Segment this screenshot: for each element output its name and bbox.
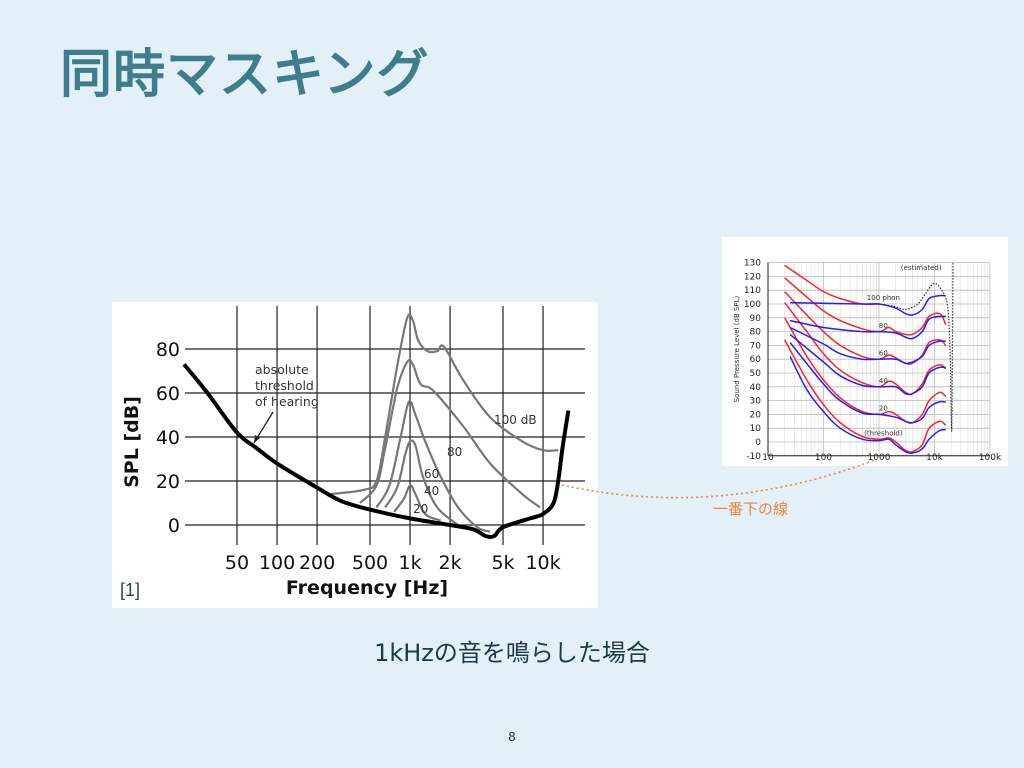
loudness-curve [789, 356, 946, 454]
y-tick-label: 20 [750, 410, 762, 420]
annotation-text: absolute [255, 362, 309, 377]
x-tick-label: 1000 [868, 453, 891, 463]
x-axis-label: Frequency [Hz] [286, 577, 448, 599]
x-tick-label: 100 [259, 552, 295, 574]
loudness-curve [784, 339, 947, 453]
y-tick-label: 80 [156, 339, 180, 361]
masking-curve [359, 359, 541, 509]
y-tick-label: 50 [750, 369, 762, 379]
curve-label: (threshold) [864, 429, 903, 437]
curve-label: 80 [879, 322, 888, 330]
slide-title: 同時マスキング [60, 45, 430, 105]
loudness-curve [784, 277, 947, 336]
estimated-curve [878, 262, 954, 432]
annotation-text: of hearing [255, 394, 319, 409]
y-tick-label: 30 [750, 397, 762, 407]
equal-loudness-chart-figure: 10 100 1000 10k 100k -10 0 10 20 30 40 50 60 70 80 90 10… [722, 237, 1008, 466]
masking-curve [384, 439, 459, 526]
connector-note: 一番下の線 [713, 500, 789, 518]
loudness-curve [789, 342, 946, 424]
x-tick-label: 2k [439, 552, 462, 574]
reference-marker: [1] [120, 580, 141, 600]
masking-chart: 50 100 200 500 1k 2k 5k 10k 0 20 40 60 80 Frequency [… [121, 306, 585, 599]
x-tick-label: 100k [979, 453, 1002, 463]
y-tick-label: 0 [168, 515, 180, 537]
y-tick-label: 20 [156, 471, 180, 493]
y-tick-label: 110 [744, 286, 761, 296]
y-tick-label: 40 [156, 427, 180, 449]
loudness-curve [789, 315, 946, 340]
y-tick-label: 60 [156, 383, 180, 405]
curve-label: 60 [424, 467, 439, 481]
masking-curve [375, 399, 491, 533]
x-tick-label: 200 [299, 552, 335, 574]
curve-label: 40 [424, 484, 439, 498]
curve-label: 80 [447, 445, 462, 459]
x-tick-label: 5k [491, 552, 514, 574]
y-tick-label: 130 [744, 259, 761, 269]
masking-chart-figure: 50 100 200 500 1k 2k 5k 10k 0 20 40 60 80 Frequency [… [112, 302, 598, 608]
y-tick-label: 40 [750, 383, 762, 393]
loudness-curve [784, 291, 947, 365]
curve-label: 100 dB [494, 413, 537, 427]
y-tick-label: -10 [746, 452, 761, 462]
masking-curve [329, 313, 559, 496]
y-tick-label: 90 [750, 314, 762, 324]
curve-label: (estimated) [901, 264, 942, 272]
curve-label: 20 [879, 405, 888, 413]
curve-label: 40 [879, 377, 888, 385]
arrow-head [254, 435, 260, 443]
y-axis-label: SPL [dB] [121, 396, 143, 488]
y-tick-label: 60 [750, 355, 762, 365]
x-tick-label: 10k [926, 453, 943, 463]
loudness-curve [784, 264, 880, 306]
x-tick-label: 100 [815, 453, 832, 463]
loudness-curve [789, 333, 946, 396]
page-number: 8 [508, 730, 516, 744]
slide-caption: 1kHzの音を鳴らした場合 [374, 639, 650, 667]
equal-loudness-chart: 10 100 1000 10k 100k-10010203040506070809010… [733, 259, 1002, 463]
y-tick-label: 100 [744, 300, 761, 310]
loudness-curve [789, 326, 946, 365]
x-tick-label: 1k [398, 552, 421, 574]
y-tick-label: 70 [750, 341, 762, 351]
x-tick-label: 10k [525, 552, 560, 574]
loudness-curve [784, 317, 947, 424]
y-tick-label: 10 [750, 424, 762, 434]
x-tick-label: 500 [352, 552, 388, 574]
masking-curve [393, 484, 442, 522]
loudness-curve [784, 302, 947, 396]
loudness-curve [790, 294, 946, 316]
x-tick-label: 50 [225, 552, 249, 574]
threshold-curve [182, 363, 571, 539]
curve-label: 20 [413, 502, 428, 516]
y-axis-label: Sound Pressure Level (dB SPL) [733, 295, 741, 402]
curve-label: 60 [879, 349, 888, 357]
annotation-text: threshold [255, 378, 314, 393]
y-tick-label: 0 [755, 438, 761, 448]
curve-label: 100 phon [867, 294, 900, 302]
y-tick-label: 80 [750, 328, 762, 338]
y-tick-label: 120 [744, 272, 761, 282]
